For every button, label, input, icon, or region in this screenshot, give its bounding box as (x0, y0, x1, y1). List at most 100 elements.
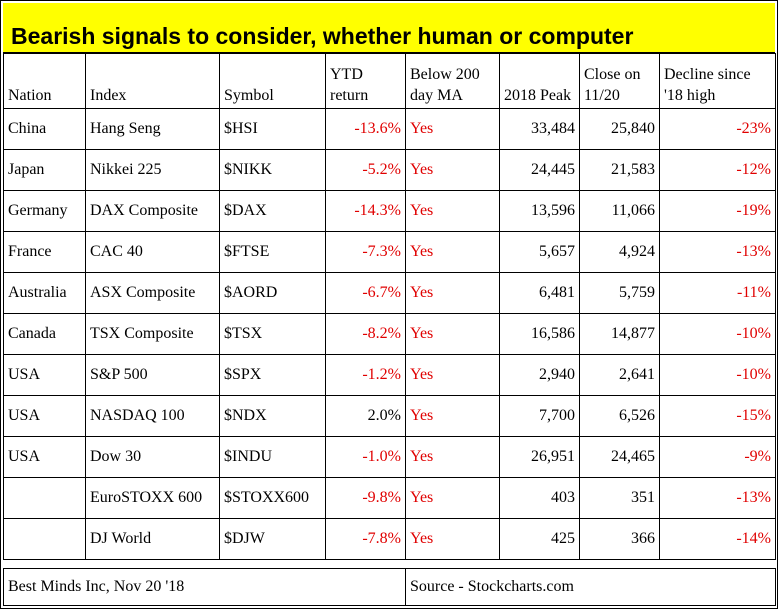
col-header-peak: 2018 Peak (499, 53, 580, 109)
peak-cell: 33,484 (499, 108, 580, 150)
close-cell: 5,759 (579, 272, 660, 314)
ytd-return-cell: -1.0% (325, 436, 406, 478)
close-cell: 2,641 (579, 354, 660, 396)
header-row: Nation Index Symbol YTD return Below 200… (3, 53, 776, 109)
symbol-cell: $STOXX600 (219, 477, 326, 519)
index-cell: NASDAQ 100 (85, 395, 220, 437)
ytd-return-cell: -6.7% (325, 272, 406, 314)
close-cell: 366 (579, 518, 660, 560)
close-cell: 14,877 (579, 313, 660, 355)
col-header-nation: Nation (3, 53, 86, 109)
index-cell: Nikkei 225 (85, 149, 220, 191)
decline-cell: -15% (659, 395, 776, 437)
nation-cell: Australia (3, 272, 86, 314)
close-cell: 24,465 (579, 436, 660, 478)
ytd-return-cell: -5.2% (325, 149, 406, 191)
below-ma-cell: Yes (405, 272, 500, 314)
col-header-decline: Decline since '18 high (659, 53, 776, 109)
peak-cell: 16,586 (499, 313, 580, 355)
table-row: USA Dow 30 $INDU -1.0% Yes 26,951 24,465 -9% (3, 436, 776, 478)
symbol-cell: $DAX (219, 190, 326, 232)
symbol-cell: $DJW (219, 518, 326, 560)
symbol-cell: $FTSE (219, 231, 326, 273)
index-cell: DAX Composite (85, 190, 220, 232)
below-ma-cell: Yes (405, 108, 500, 150)
table-row: Australia ASX Composite $AORD -6.7% Yes 6,481… (3, 272, 776, 314)
col-header-ytd: YTD return (325, 53, 406, 109)
nation-cell: USA (3, 354, 86, 396)
below-ma-cell: Yes (405, 190, 500, 232)
symbol-cell: $NDX (219, 395, 326, 437)
footer: Best Minds Inc, Nov 20 '18 Source - Stoc… (3, 568, 776, 606)
decline-cell: -10% (659, 313, 776, 355)
table-row: China Hang Seng $HSI -13.6% Yes 33,484 25,840-… (3, 108, 776, 150)
index-cell: S&P 500 (85, 354, 220, 396)
index-cell: TSX Composite (85, 313, 220, 355)
symbol-cell: $HSI (219, 108, 326, 150)
ytd-return-cell: -13.6% (325, 108, 406, 150)
below-ma-cell: Yes (405, 231, 500, 273)
close-cell: 11,066 (579, 190, 660, 232)
peak-cell: 6,481 (499, 272, 580, 314)
nation-cell: Germany (3, 190, 86, 232)
ytd-return-cell: -8.2% (325, 313, 406, 355)
ytd-return-cell: -7.8% (325, 518, 406, 560)
index-cell: Dow 30 (85, 436, 220, 478)
signals-table: Nation Index Symbol YTD return Below 200… (3, 53, 776, 560)
table-row: Canada TSX Composite $TSX -8.2% Yes 16,586 14,… (3, 313, 776, 355)
table-row: EuroSTOXX 600 $STOXX600 -9.8% Yes 403 351 -13% (3, 477, 776, 519)
peak-cell: 2,940 (499, 354, 580, 396)
col-header-symbol: Symbol (219, 53, 326, 109)
footer-source: Source - Stockcharts.com (405, 568, 776, 606)
ytd-return-cell: -7.3% (325, 231, 406, 273)
ytd-return-cell: 2.0% (325, 395, 406, 437)
index-cell: ASX Composite (85, 272, 220, 314)
nation-cell: Canada (3, 313, 86, 355)
peak-cell: 425 (499, 518, 580, 560)
col-header-index: Index (85, 53, 220, 109)
title-banner: Bearish signals to consider, whether hum… (3, 3, 775, 53)
nation-cell: USA (3, 436, 86, 478)
decline-cell: -19% (659, 190, 776, 232)
index-cell: DJ World (85, 518, 220, 560)
table-row: DJ World $DJW -7.8% Yes 425 366 -14% (3, 518, 776, 560)
symbol-cell: $INDU (219, 436, 326, 478)
ytd-return-cell: -1.2% (325, 354, 406, 396)
close-cell: 21,583 (579, 149, 660, 191)
nation-cell (3, 518, 86, 560)
nation-cell: China (3, 108, 86, 150)
table-title: Bearish signals to consider, whether hum… (11, 23, 634, 49)
nation-cell: USA (3, 395, 86, 437)
symbol-cell: $AORD (219, 272, 326, 314)
close-cell: 6,526 (579, 395, 660, 437)
close-cell: 25,840 (579, 108, 660, 150)
decline-cell: -10% (659, 354, 776, 396)
peak-cell: 26,951 (499, 436, 580, 478)
col-header-close: Close on 11/20 (579, 53, 660, 109)
nation-cell: France (3, 231, 86, 273)
table-row: USA S&P 500 $SPX -1.2% Yes 2,940 2,641 -10% (3, 354, 776, 396)
table-row: Japan Nikkei 225 $NIKK -5.2% Yes 24,445 21,583… (3, 149, 776, 191)
nation-cell: Japan (3, 149, 86, 191)
below-ma-cell: Yes (405, 436, 500, 478)
index-cell: Hang Seng (85, 108, 220, 150)
decline-cell: -14% (659, 518, 776, 560)
decline-cell: -12% (659, 149, 776, 191)
decline-cell: -23% (659, 108, 776, 150)
close-cell: 351 (579, 477, 660, 519)
ytd-return-cell: -14.3% (325, 190, 406, 232)
nation-cell (3, 477, 86, 519)
peak-cell: 24,445 (499, 149, 580, 191)
table-row: USA NASDAQ 100 $NDX 2.0% Yes 7,700 6,526 -15% (3, 395, 776, 437)
below-ma-cell: Yes (405, 477, 500, 519)
peak-cell: 13,596 (499, 190, 580, 232)
below-ma-cell: Yes (405, 518, 500, 560)
peak-cell: 5,657 (499, 231, 580, 273)
close-cell: 4,924 (579, 231, 660, 273)
below-ma-cell: Yes (405, 395, 500, 437)
decline-cell: -9% (659, 436, 776, 478)
decline-cell: -13% (659, 231, 776, 273)
table-row: Germany DAX Composite $DAX -14.3% Yes 13,596 1… (3, 190, 776, 232)
footer-credit: Best Minds Inc, Nov 20 '18 (3, 568, 406, 606)
